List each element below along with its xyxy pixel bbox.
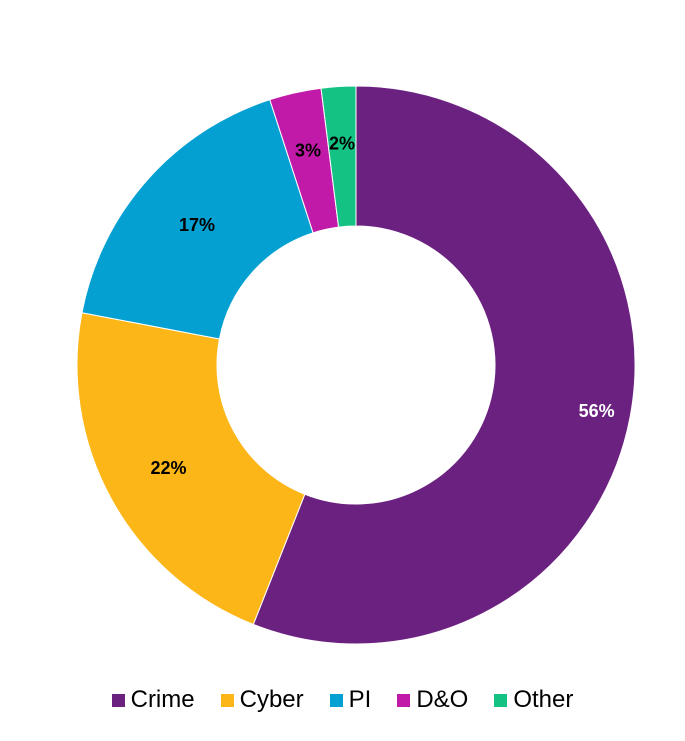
legend-item-cyber: Cyber: [220, 686, 304, 714]
legend-swatch-d-and-o: [397, 693, 411, 707]
legend-label-other: Other: [513, 686, 574, 713]
legend-label-pi: PI: [348, 686, 372, 713]
labels-group: 56% 22% 17% 3% 2%: [150, 133, 614, 478]
slice-crime: [252, 85, 636, 645]
slice-other: [320, 85, 357, 228]
legend-swatch-crime: [111, 693, 125, 707]
legend-label-cyber: Cyber: [239, 686, 304, 713]
legend: Crime Cyber PI D&O Other: [0, 683, 685, 717]
slice-label-cyber: 22%: [150, 458, 186, 478]
slice-pi: [81, 99, 314, 340]
slice-label-other: 2%: [329, 133, 355, 153]
legend-swatch-other: [494, 693, 508, 707]
slice-label-d-and-o: 3%: [295, 140, 321, 160]
legend-item-crime: Crime: [111, 686, 195, 714]
legend-item-other: Other: [494, 686, 573, 714]
slice-cyber: [76, 312, 306, 626]
legend-label-d-and-o: D&O: [416, 686, 469, 713]
slices-group: [76, 85, 636, 645]
legend-swatch-cyber: [220, 693, 234, 707]
legend-swatch-pi: [329, 693, 343, 707]
slice-label-crime: 56%: [579, 401, 615, 421]
slice-label-pi: 17%: [179, 215, 215, 235]
legend-label-crime: Crime: [130, 686, 195, 713]
legend-item-pi: PI: [329, 686, 372, 714]
legend-item-d-and-o: D&O: [397, 686, 468, 714]
